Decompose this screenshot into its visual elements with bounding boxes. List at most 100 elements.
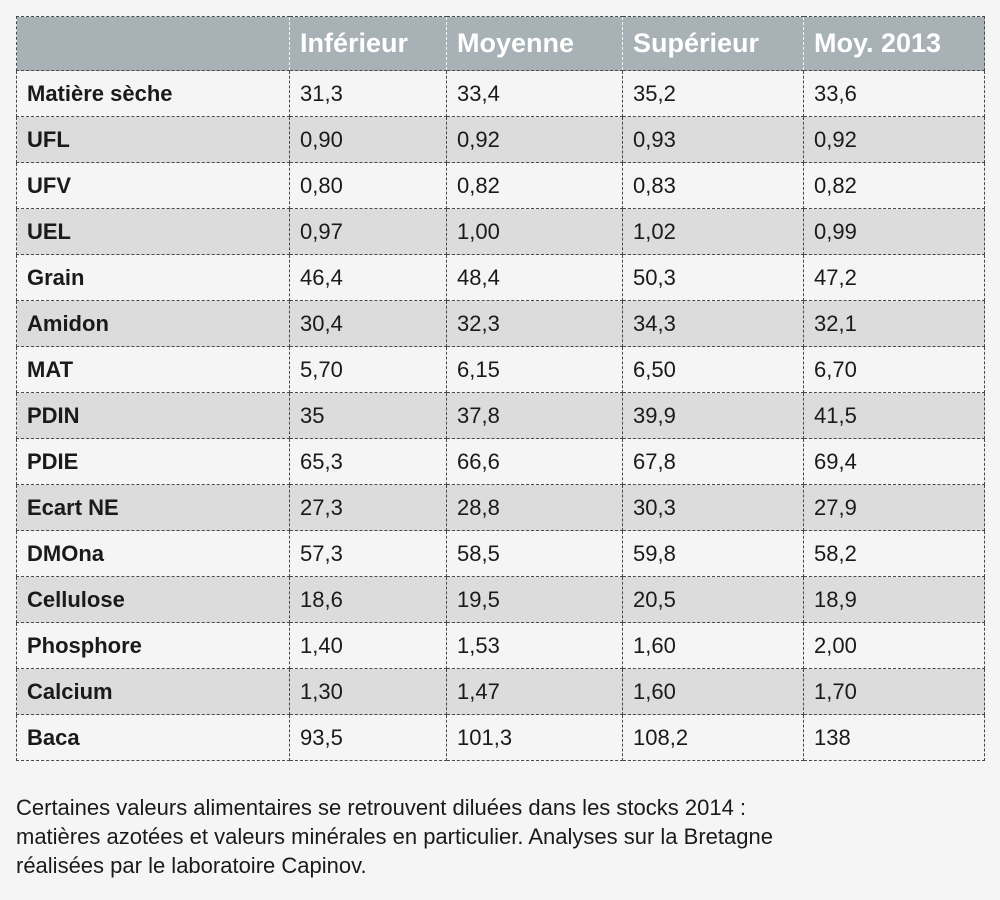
table-row: DMOna 57,3 58,5 59,8 58,2 (16, 530, 985, 577)
table-cell: 57,3 (289, 530, 447, 577)
table-cell: 1,47 (446, 668, 623, 715)
table-cell: 35,2 (622, 70, 804, 117)
row-label: PDIE (16, 438, 290, 485)
table-cell: 30,3 (622, 484, 804, 531)
table-row: Phosphore 1,40 1,53 1,60 2,00 (16, 622, 985, 669)
table-row: UFL 0,90 0,92 0,93 0,92 (16, 116, 985, 163)
table-cell: 47,2 (803, 254, 985, 301)
table-cell: 33,6 (803, 70, 985, 117)
table-cell: 39,9 (622, 392, 804, 439)
table-cell: 1,30 (289, 668, 447, 715)
table-cell: 66,6 (446, 438, 623, 485)
table-cell: 0,92 (446, 116, 623, 163)
header-cell-moy-2013: Moy. 2013 (803, 16, 985, 71)
table-cell: 0,82 (803, 162, 985, 209)
table-cell: 31,3 (289, 70, 447, 117)
row-label: Amidon (16, 300, 290, 347)
table-row: PDIN 35 37,8 39,9 41,5 (16, 392, 985, 439)
table-cell: 20,5 (622, 576, 804, 623)
row-label: UEL (16, 208, 290, 255)
table-row: UEL 0,97 1,00 1,02 0,99 (16, 208, 985, 255)
header-cell-superieur: Supérieur (622, 16, 804, 71)
table-row: Baca 93,5 101,3 108,2 138 (16, 714, 985, 761)
table-row: Calcium 1,30 1,47 1,60 1,70 (16, 668, 985, 715)
row-label: MAT (16, 346, 290, 393)
table-row: MAT 5,70 6,15 6,50 6,70 (16, 346, 985, 393)
table-cell: 27,3 (289, 484, 447, 531)
table-cell: 32,3 (446, 300, 623, 347)
row-label: Grain (16, 254, 290, 301)
header-cell-moyenne: Moyenne (446, 16, 623, 71)
row-label: UFL (16, 116, 290, 163)
table-cell: 50,3 (622, 254, 804, 301)
table-cell: 1,70 (803, 668, 985, 715)
table-cell: 58,5 (446, 530, 623, 577)
row-label: Calcium (16, 668, 290, 715)
table-cell: 1,02 (622, 208, 804, 255)
table-cell: 28,8 (446, 484, 623, 531)
table-cell: 138 (803, 714, 985, 761)
table-cell: 0,99 (803, 208, 985, 255)
table-cell: 18,6 (289, 576, 447, 623)
table-cell: 0,93 (622, 116, 804, 163)
table-cell: 18,9 (803, 576, 985, 623)
table-row: Ecart NE 27,3 28,8 30,3 27,9 (16, 484, 985, 531)
table-row: PDIE 65,3 66,6 67,8 69,4 (16, 438, 985, 485)
table-cell: 34,3 (622, 300, 804, 347)
table-cell: 67,8 (622, 438, 804, 485)
table-cell: 1,53 (446, 622, 623, 669)
row-label: DMOna (16, 530, 290, 577)
row-label: Ecart NE (16, 484, 290, 531)
table-cell: 2,00 (803, 622, 985, 669)
feed-values-table-container: Inférieur Moyenne Supérieur Moy. 2013 Ma… (16, 16, 985, 761)
table-cell: 6,50 (622, 346, 804, 393)
table-cell: 1,60 (622, 668, 804, 715)
row-label: Phosphore (16, 622, 290, 669)
row-label: Matière sèche (16, 70, 290, 117)
table-cell: 37,8 (446, 392, 623, 439)
table-cell: 59,8 (622, 530, 804, 577)
caption-line: réalisées par le laboratoire Capinov. (16, 853, 367, 878)
table-cell: 0,80 (289, 162, 447, 209)
table-cell: 30,4 (289, 300, 447, 347)
table-row: UFV 0,80 0,82 0,83 0,82 (16, 162, 985, 209)
row-label: Cellulose (16, 576, 290, 623)
table-cell: 1,60 (622, 622, 804, 669)
table-cell: 69,4 (803, 438, 985, 485)
table-cell: 108,2 (622, 714, 804, 761)
table-cell: 27,9 (803, 484, 985, 531)
table-cell: 101,3 (446, 714, 623, 761)
table-cell: 6,70 (803, 346, 985, 393)
table-cell: 35 (289, 392, 447, 439)
table-cell: 46,4 (289, 254, 447, 301)
row-label: UFV (16, 162, 290, 209)
table-cell: 33,4 (446, 70, 623, 117)
table-cell: 48,4 (446, 254, 623, 301)
table-row: Grain 46,4 48,4 50,3 47,2 (16, 254, 985, 301)
table-cell: 5,70 (289, 346, 447, 393)
table-cell: 0,82 (446, 162, 623, 209)
table-row: Cellulose 18,6 19,5 20,5 18,9 (16, 576, 985, 623)
table-row: Amidon 30,4 32,3 34,3 32,1 (16, 300, 985, 347)
row-label: PDIN (16, 392, 290, 439)
table-cell: 32,1 (803, 300, 985, 347)
table-cell: 41,5 (803, 392, 985, 439)
row-label: Baca (16, 714, 290, 761)
caption-line: matières azotées et valeurs minérales en… (16, 824, 773, 849)
table-cell: 19,5 (446, 576, 623, 623)
table-cell: 0,83 (622, 162, 804, 209)
header-cell-inferieur: Inférieur (289, 16, 447, 71)
table-cell: 1,00 (446, 208, 623, 255)
header-cell-blank (16, 16, 290, 71)
table-header-row: Inférieur Moyenne Supérieur Moy. 2013 (16, 16, 985, 71)
feed-values-table: Inférieur Moyenne Supérieur Moy. 2013 Ma… (16, 16, 985, 761)
table-caption: Certaines valeurs alimentaires se retrou… (16, 793, 976, 880)
table-cell: 0,97 (289, 208, 447, 255)
table-cell: 0,92 (803, 116, 985, 163)
table-cell: 6,15 (446, 346, 623, 393)
caption-line: Certaines valeurs alimentaires se retrou… (16, 795, 747, 820)
table-cell: 1,40 (289, 622, 447, 669)
table-cell: 58,2 (803, 530, 985, 577)
table-cell: 93,5 (289, 714, 447, 761)
table-cell: 0,90 (289, 116, 447, 163)
